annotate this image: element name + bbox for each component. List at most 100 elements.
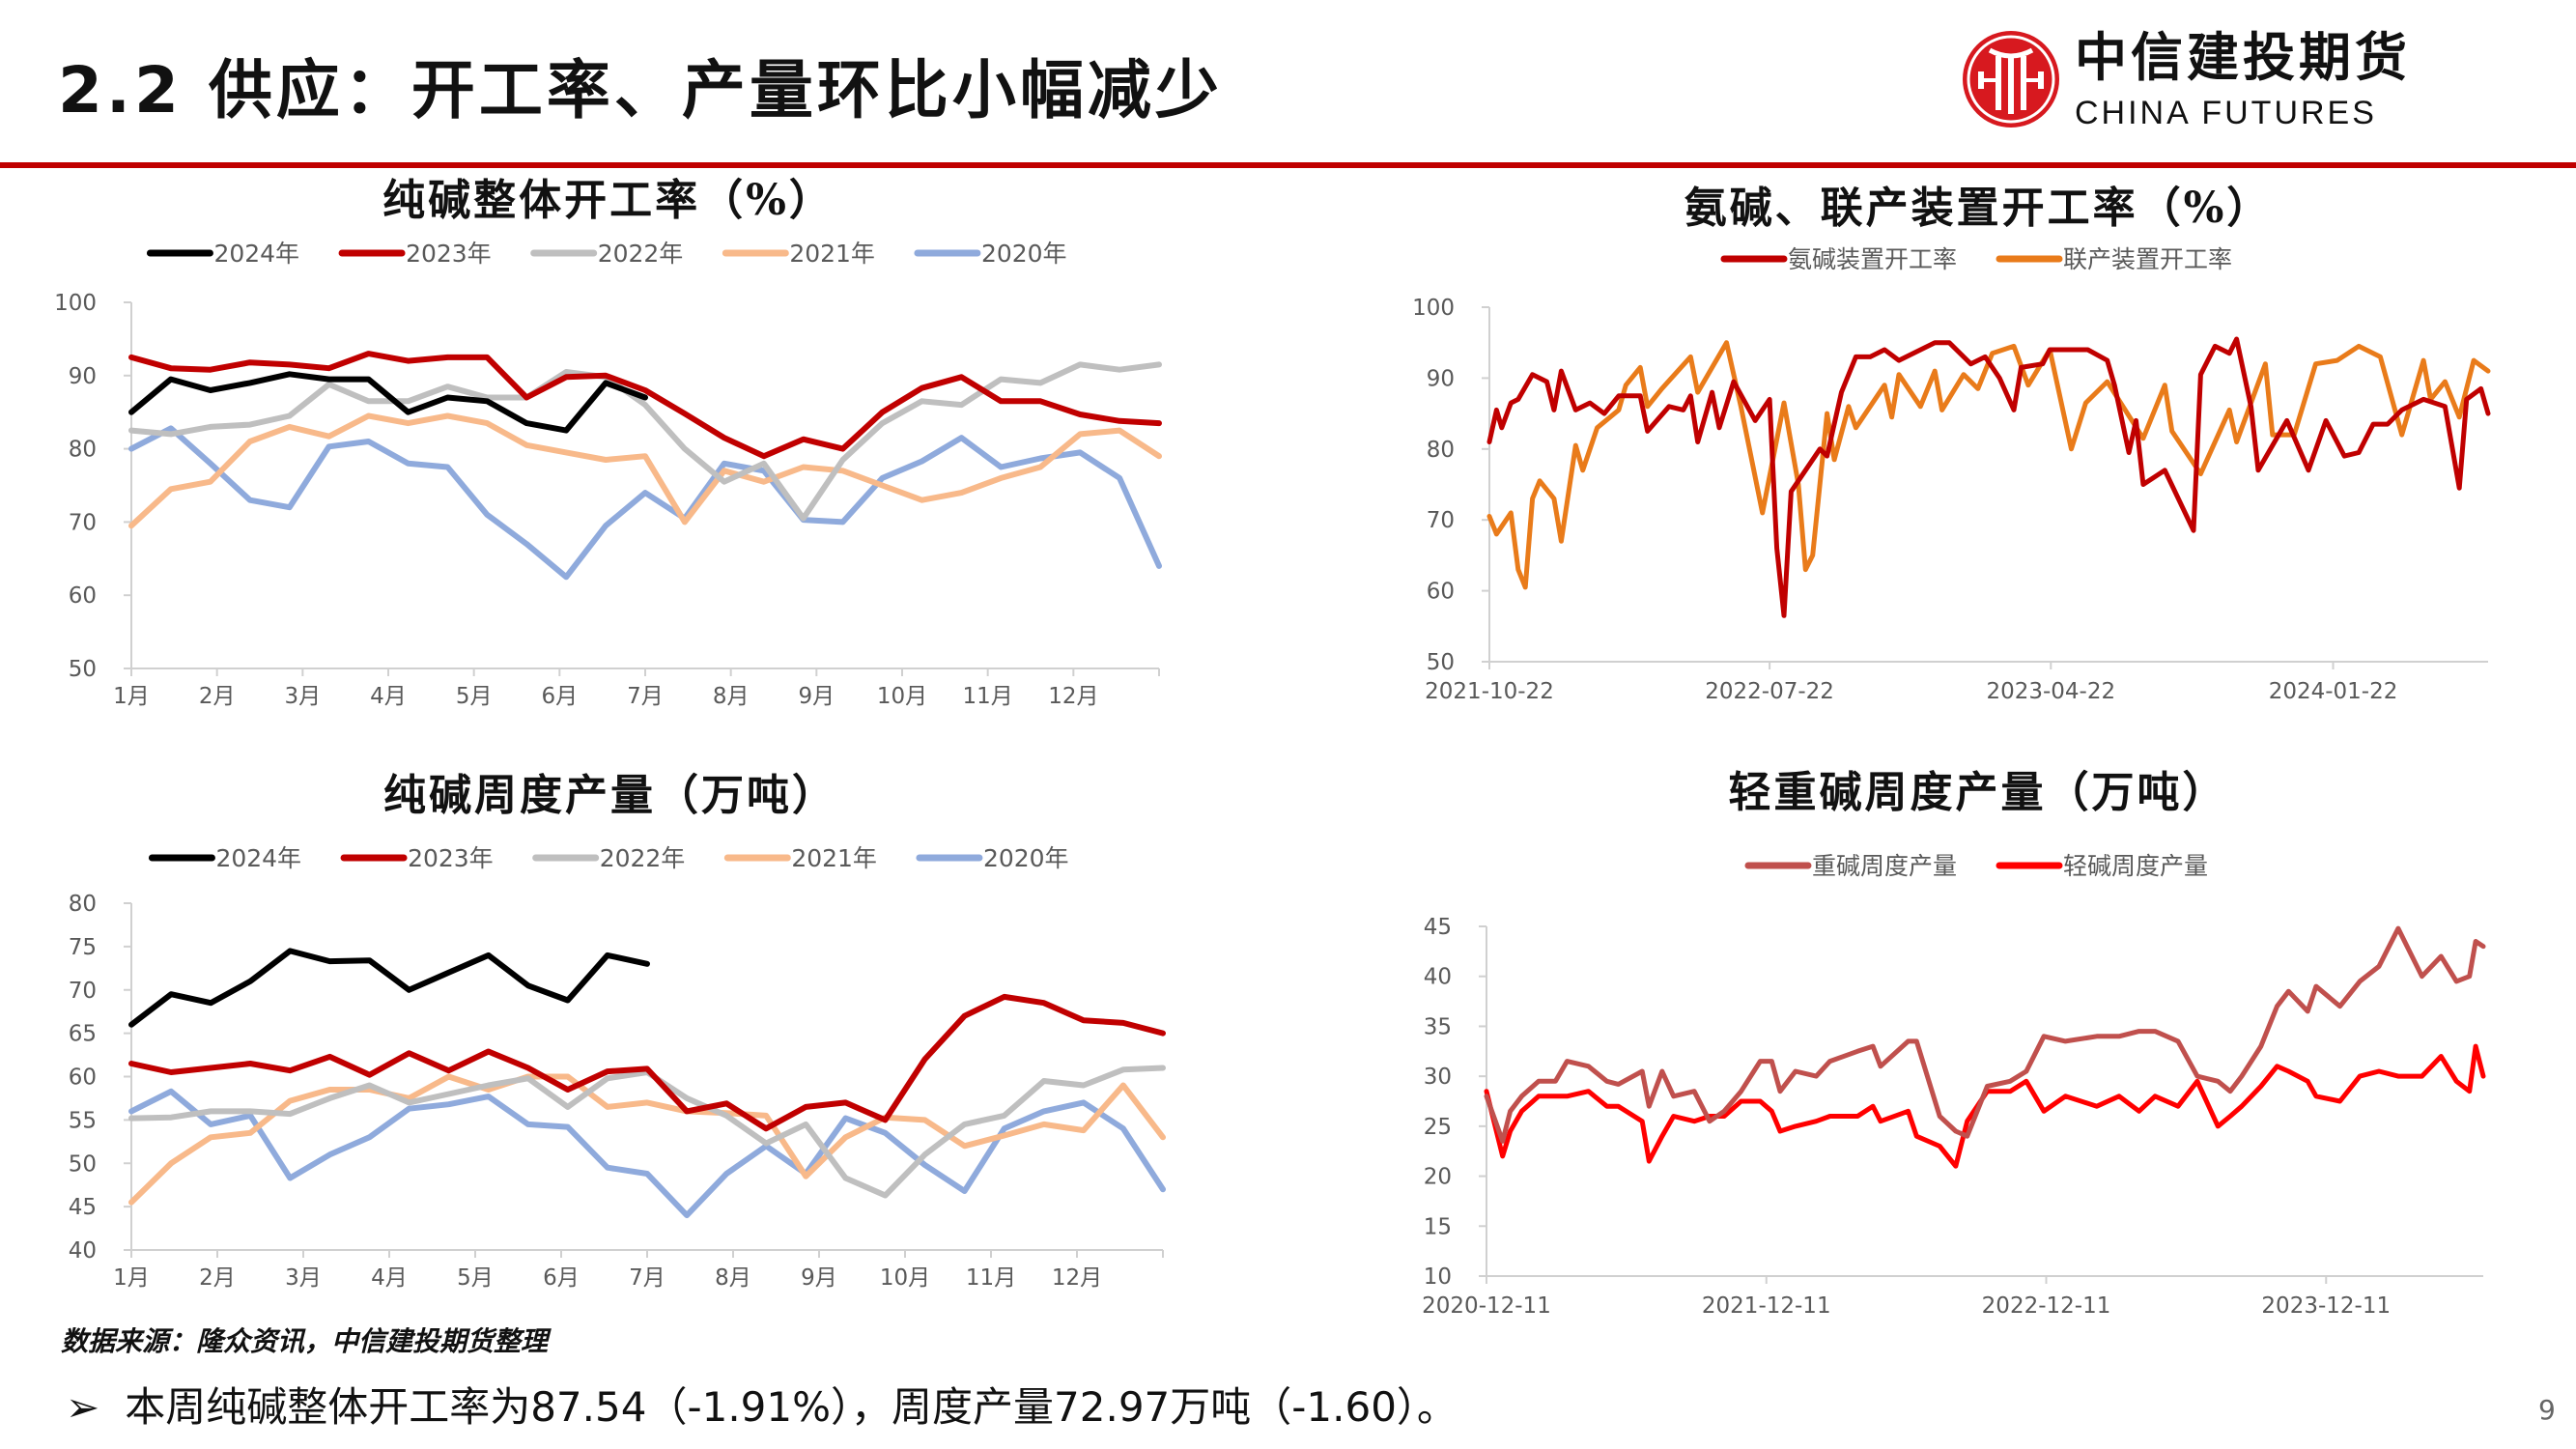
legend-item: 2020年 [916,844,1069,872]
series-line-轻碱周度产量 [1484,1043,2486,1169]
series-line-重碱周度产量 [1484,925,2486,1144]
x-tick-label: 3月 [285,684,322,709]
legend-item: 2021年 [722,240,875,268]
legend-item: 2024年 [148,844,301,872]
chart-3: 纯碱周度产量（万吨） 2024年 2023年 2022年 2021年 2020年 40 45 5… [69,771,1166,1291]
x-tick-label: 2022-07-22 [1705,679,1834,704]
x-tick-label: 10月 [880,1265,930,1291]
x-tick-label: 1月 [113,1265,150,1291]
legend-item: 2024年 [146,240,299,268]
x-tick-label: 6月 [543,1265,580,1291]
legend-label: 2020年 [981,240,1067,268]
y-tick-label: 45 [69,1195,97,1220]
x-tick-label: 8月 [715,1265,751,1291]
y-tick-label: 100 [1412,296,1455,321]
x-tick-label: 2024-01-22 [2269,679,2398,704]
y-tick-label: 60 [69,1065,97,1091]
citic-emblem-icon [1963,31,2059,128]
y-tick-label: 70 [69,979,97,1004]
series-line-2020年 [128,425,1162,581]
y-tick-label: 60 [69,583,97,609]
y-tick-label: 100 [54,291,97,316]
x-tick-label: 2021-12-11 [1702,1293,1831,1319]
x-tick-label: 8月 [713,684,750,709]
x-tick-label: 12月 [1048,684,1098,709]
legend-label: 2023年 [406,240,492,268]
legend-item: 重碱周度产量 [1744,852,1957,880]
legend-item: 2022年 [532,844,686,872]
x-tick-label: 5月 [456,684,493,709]
series-line-联产装置开工率 [1486,340,2491,590]
series-line-2023年 [128,351,1162,460]
legend-label: 重碱周度产量 [1812,852,1957,880]
y-tick-label: 10 [1424,1264,1452,1290]
title-divider [0,162,2576,168]
x-tick-label: 2022-12-11 [1982,1293,2111,1319]
x-tick-label: 10月 [877,684,927,709]
y-tick-label: 80 [69,438,97,463]
y-tick-label: 45 [1424,915,1452,940]
chart-legend: 2024年 2023年 2022年 2021年 2020年 [148,844,1069,872]
legend-label: 2022年 [598,240,684,268]
logo-text-cn: 中信建投期货 [2075,26,2411,88]
x-tick-label: 2020-12-11 [1422,1293,1551,1319]
x-tick-label: 12月 [1052,1265,1102,1291]
legend-item: 轻碱周度产量 [1996,852,2208,880]
chart-title: 纯碱整体开工率（%） [382,176,835,225]
x-tick-label: 11月 [966,1265,1016,1291]
chart-title: 氨碱、联产装置开工率（%） [1684,184,2273,233]
y-tick-label: 75 [69,935,97,960]
x-tick-label: 2月 [199,1265,236,1291]
summary-text: 本周纯碱整体开工率为87.54（-1.91%），周度产量72.97万吨（-1.6… [125,1383,1458,1431]
bullet-arrow-icon: ➢ [66,1383,100,1431]
legend-item: 2021年 [723,844,877,872]
y-tick-label: 70 [69,510,97,535]
series-line-2024年 [128,371,648,434]
legend-label: 轻碱周度产量 [2063,852,2208,880]
legend-label: 2021年 [791,844,877,872]
y-tick-label: 15 [1424,1214,1452,1239]
x-tick-label: 9月 [801,1265,837,1291]
slide-title: 2.2 供应：开工率、产量环比小幅减少 [58,53,1223,128]
y-tick-label: 50 [1427,650,1455,675]
chart-4: 轻重碱周度产量（万吨） 重碱周度产量 轻碱周度产量 10 15 20 25 30 35 40 45 2… [1422,768,2486,1319]
series-line-2023年 [128,993,1166,1132]
y-tick-label: 90 [1427,366,1455,391]
legend-label: 2022年 [600,844,686,872]
summary-bullet: ➢ 本周纯碱整体开工率为87.54（-1.91%），周度产量72.97万吨（-1.… [66,1383,1458,1432]
y-tick-label: 80 [69,892,97,917]
y-tick-label: 60 [1427,580,1455,605]
chart-1: 纯碱整体开工率（%） 2024年 2023年 2022年 2021年 2020年 50 60 7… [54,176,1162,709]
chart-legend: 重碱周度产量 轻碱周度产量 [1744,852,2208,880]
series-line-2021年 [128,1073,1166,1206]
x-tick-label: 4月 [371,1265,408,1291]
x-tick-label: 7月 [629,1265,665,1291]
legend-item: 联产装置开工率 [1996,245,2232,273]
series-line-2024年 [128,948,650,1028]
x-tick-label: 3月 [285,1265,322,1291]
x-tick-label: 2023-04-22 [1986,679,2115,704]
x-tick-label: 4月 [370,684,407,709]
y-tick-label: 65 [69,1022,97,1047]
legend-label: 2024年 [213,240,299,268]
y-tick-label: 40 [69,1238,97,1264]
chart-2: 氨碱、联产装置开工率（%） 氨碱装置开工率 联产装置开工率 50 60 70 80 90 100… [1412,184,2491,704]
legend-label: 2023年 [408,844,494,872]
x-tick-label: 5月 [457,1265,494,1291]
x-tick-label: 2023-12-11 [2261,1293,2391,1319]
legend-label: 2021年 [789,240,875,268]
series-line-2020年 [128,1088,1166,1219]
legend-label: 2020年 [983,844,1069,872]
legend-item: 2023年 [340,844,494,872]
legend-label: 2024年 [215,844,301,872]
y-tick-label: 90 [69,364,97,389]
legend-item: 2023年 [338,240,492,268]
x-tick-label: 1月 [113,684,150,709]
x-tick-label: 7月 [627,684,664,709]
y-tick-label: 30 [1424,1065,1452,1090]
x-tick-label: 11月 [963,684,1013,709]
x-tick-label: 2月 [199,684,236,709]
y-tick-label: 50 [69,657,97,682]
x-tick-label: 2021-10-22 [1425,679,1554,704]
